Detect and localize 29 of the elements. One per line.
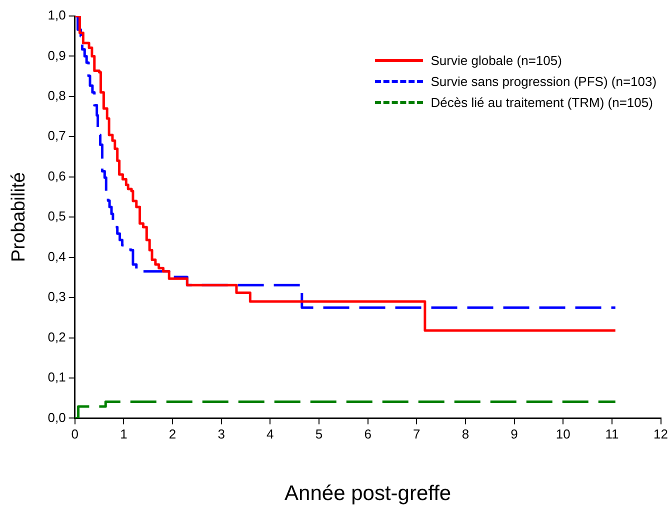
x-tick-label: 10 [556, 426, 570, 442]
x-tick-label: 8 [462, 426, 470, 442]
x-axis-title: Année post-greffe [284, 482, 452, 506]
y-tick-label: 0,5 [48, 208, 66, 224]
y-tick-label: 0,0 [48, 410, 66, 425]
y-tick-label: 0,7 [48, 128, 66, 144]
x-tick-label: 11 [605, 426, 619, 442]
x-tick-label: 2 [168, 426, 176, 442]
y-tick-label: 0,3 [48, 289, 66, 304]
legend-label: Survie sans progression (PFS) (n=103) [430, 74, 657, 89]
x-tick-label: 1 [120, 426, 128, 442]
x-tick-label: 6 [364, 426, 372, 442]
y-tick-label: 1,0 [48, 8, 66, 23]
y-tick-label: 0,4 [48, 248, 66, 264]
y-tick-label: 0,9 [48, 48, 66, 63]
x-tick-label: 12 [654, 426, 668, 442]
y-tick-label: 0,2 [48, 329, 66, 344]
x-tick-label: 0 [71, 426, 78, 442]
legend-label: Décès lié au traitement (TRM) (n=105) [430, 95, 653, 110]
y-axis-title: Probabilité [8, 172, 30, 262]
x-tick-label: 3 [218, 426, 225, 442]
legend-label: Survie globale (n=105) [430, 53, 562, 68]
y-tick-label: 0,6 [48, 168, 66, 184]
y-tick-label: 0,1 [48, 370, 66, 385]
x-tick-label: 7 [413, 426, 420, 442]
y-tick-label: 0,8 [48, 88, 66, 104]
x-tick-label: 9 [510, 426, 518, 442]
x-tick-label: 4 [266, 426, 274, 442]
x-tick-label: 5 [315, 426, 323, 442]
